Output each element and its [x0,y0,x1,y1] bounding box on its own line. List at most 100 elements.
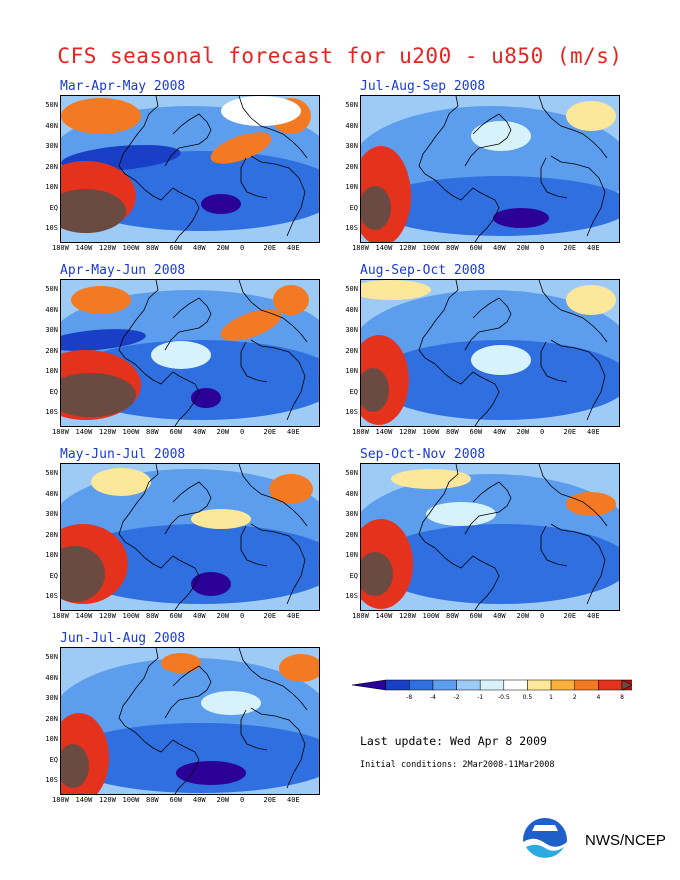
lon-label: 60W [469,428,483,436]
lat-label: 20N [45,162,58,171]
lon-label: 20W [216,612,230,620]
lon-label: 120W [99,428,116,436]
lat-label: 10S [45,592,58,600]
lon-label: 140W [75,612,93,620]
lon-label: 120W [99,244,116,252]
panel-label-mam: Mar-Apr-May 2008 [60,79,186,94]
lat-label: 10N [45,735,58,743]
lon-label: 0 [240,612,245,620]
lon-label: 100W [122,244,140,252]
colorbar-label: 2 [573,694,577,701]
lon-label: 60W [169,796,183,804]
panel-label-amj: Apr-May-Jun 2008 [60,263,186,278]
map-panel-mjj [60,463,320,611]
lon-label: 140W [375,244,393,252]
lon-label: 0 [540,428,545,436]
lon-label: 20E [263,244,277,252]
colorbar-swatch [574,679,599,691]
lon-label: 120W [99,612,116,620]
lon-label: 0 [240,428,245,436]
lon-label: 180W [52,796,69,804]
lon-label: 100W [422,244,440,252]
lat-label: 10N [45,551,58,559]
lon-label: 40E [587,612,600,620]
lon-label: 60W [469,612,483,620]
lon-label: 60W [169,244,183,252]
lon-label: 180W [352,244,369,252]
last-update-text: Last update: Wed Apr 8 2009 [360,734,547,748]
lon-label: 100W [122,612,140,620]
colorbar-swatch [456,679,481,691]
map-panel-mam [60,95,320,243]
colorbar-swatch [432,679,457,691]
lon-label: 40W [193,612,206,620]
lon-label: 20E [563,428,577,436]
lat-label: 10S [345,592,358,600]
lat-label: 50N [345,101,358,109]
colorbar-swatch [503,679,528,691]
lon-label: 40E [287,796,300,804]
lat-label: 20N [345,346,358,355]
colorbar-swatch [351,679,386,691]
lon-label: 20E [263,428,277,436]
lon-label: 100W [422,428,440,436]
lon-label: 40W [493,428,506,436]
lon-label: 40E [287,428,300,436]
lat-label: 40N [345,489,358,498]
lat-label: 50N [45,285,58,293]
lat-label: 20N [345,530,358,539]
lat-label: 20N [45,346,58,355]
panel-label-mjj: May-Jun-Jul 2008 [60,447,186,462]
colorbar-label: 4 [596,694,600,701]
lon-label: 100W [122,796,140,804]
map-panel-aso [360,279,620,427]
lon-label: 140W [375,428,393,436]
lon-label: 80W [146,244,159,252]
colorbar-label: -0.5 [498,694,510,701]
lat-label: 30N [345,510,358,518]
lon-label: 120W [399,244,416,252]
lon-label: 40E [287,612,300,620]
lat-label: 10S [345,408,358,416]
lat-label: 50N [45,469,58,477]
lat-label: 30N [45,510,58,518]
colorbar-swatch [409,679,434,691]
colorbar-label: -1 [477,694,483,701]
initial-conditions-text: Initial conditions: 2Mar2008-11Mar2008 [360,760,555,770]
colorbar-swatch [550,679,575,691]
lon-label: 100W [422,612,440,620]
lat-label: 30N [345,326,358,334]
lon-label: 40E [587,244,600,252]
lat-label: 10S [45,408,58,416]
lon-label: 20E [563,244,577,252]
lon-label: 40W [193,428,206,436]
lon-label: 20E [563,612,577,620]
lat-label: 40N [45,673,58,682]
lon-label: 180W [352,612,369,620]
lon-label: 40E [587,428,600,436]
lon-label: 120W [399,428,416,436]
lat-label: 30N [45,326,58,334]
map-panel-jja [60,647,320,795]
lat-label: 20N [45,714,58,723]
colorbar-label: 8 [620,694,624,701]
lon-label: 180W [352,428,369,436]
lon-label: 120W [399,612,416,620]
lon-label: 100W [122,428,140,436]
lon-label: 180W [52,612,69,620]
lon-label: 0 [540,244,545,252]
lon-label: 80W [446,244,459,252]
lon-label: 80W [146,428,159,436]
lat-label: 10N [345,551,358,559]
colorbar-swatch [385,679,410,691]
lat-label: 10N [45,183,58,191]
colorbar-label: -8 [406,694,412,701]
map-panel-amj [60,279,320,427]
lat-label: 50N [45,101,58,109]
lat-label: EQ [49,203,58,212]
lat-label: 40N [45,121,58,130]
lat-label: 20N [45,530,58,539]
lon-label: 80W [446,428,459,436]
lon-label: 20E [263,612,277,620]
panel-label-jas: Jul-Aug-Sep 2008 [360,79,486,94]
